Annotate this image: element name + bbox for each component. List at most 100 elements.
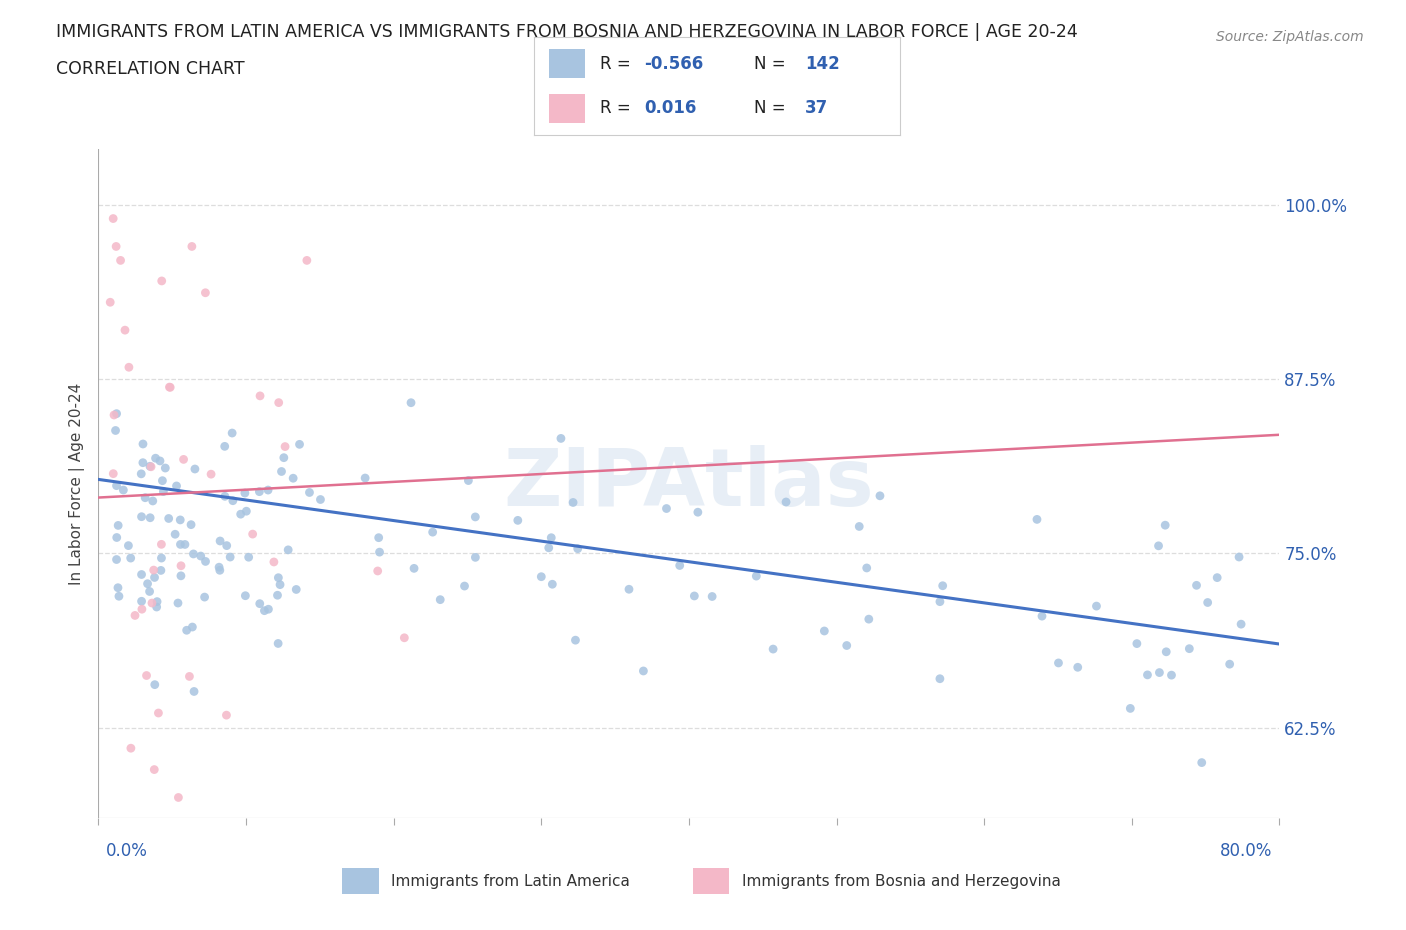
Point: [166, 479, 188, 494]
Point: [131, 567, 153, 582]
Point: [655, 501, 678, 516]
Point: [367, 564, 389, 578]
Point: [105, 530, 128, 545]
Point: [143, 677, 166, 692]
Point: [184, 461, 207, 476]
Point: [1067, 660, 1090, 675]
Point: [242, 526, 264, 541]
Point: [146, 594, 169, 609]
Point: [813, 623, 835, 638]
Text: CORRELATION CHART: CORRELATION CHART: [56, 60, 245, 78]
Point: [138, 584, 160, 599]
Point: [157, 512, 180, 526]
Point: [668, 558, 690, 573]
Point: [110, 253, 132, 268]
Point: [762, 642, 785, 657]
Point: [277, 542, 299, 557]
Point: [142, 494, 165, 509]
Point: [267, 636, 290, 651]
Point: [107, 580, 129, 595]
Point: [194, 286, 217, 300]
Point: [540, 530, 562, 545]
Point: [253, 604, 276, 618]
Point: [235, 589, 257, 604]
Point: [214, 439, 236, 454]
Point: [394, 631, 416, 645]
Point: [139, 458, 162, 473]
Point: [167, 790, 190, 805]
Point: [139, 459, 162, 474]
Point: [165, 526, 187, 541]
Point: [1191, 755, 1213, 770]
Point: [1160, 668, 1182, 683]
Point: [550, 431, 572, 445]
Point: [159, 379, 181, 394]
Point: [200, 467, 222, 482]
Point: [267, 395, 290, 410]
Point: [120, 741, 142, 756]
Point: [1136, 668, 1159, 683]
Point: [131, 602, 153, 617]
Point: [835, 638, 858, 653]
Point: [150, 551, 173, 565]
Text: IMMIGRANTS FROM LATIN AMERICA VS IMMIGRANTS FROM BOSNIA AND HERZEGOVINA IN LABOR: IMMIGRANTS FROM LATIN AMERICA VS IMMIGRA…: [56, 23, 1078, 41]
Point: [170, 568, 193, 583]
Point: [208, 560, 231, 575]
Point: [235, 504, 257, 519]
Point: [222, 493, 245, 508]
Point: [422, 525, 444, 539]
Point: [1149, 665, 1171, 680]
Point: [169, 537, 191, 551]
Point: [176, 623, 198, 638]
Point: [1219, 657, 1241, 671]
Point: [399, 395, 422, 410]
Point: [745, 568, 768, 583]
Point: [215, 708, 238, 723]
Point: [152, 485, 174, 499]
Point: [1031, 609, 1053, 624]
Point: [132, 456, 155, 471]
Point: [174, 537, 197, 551]
Point: [124, 608, 146, 623]
Point: [103, 466, 125, 481]
Point: [1230, 617, 1253, 631]
Point: [229, 507, 252, 522]
Point: [931, 578, 953, 593]
Point: [270, 464, 292, 479]
Point: [131, 594, 153, 609]
Text: N =: N =: [754, 100, 790, 117]
Point: [139, 511, 162, 525]
Point: [169, 512, 191, 527]
Text: 80.0%: 80.0%: [1220, 842, 1272, 859]
Text: R =: R =: [600, 55, 636, 73]
Point: [180, 239, 202, 254]
Point: [249, 389, 271, 404]
Point: [150, 537, 173, 551]
Point: [141, 595, 163, 610]
Point: [132, 436, 155, 451]
Point: [1206, 570, 1229, 585]
Point: [858, 612, 880, 627]
Text: 0.0%: 0.0%: [105, 842, 148, 859]
Bar: [548, 94, 585, 123]
Point: [309, 492, 332, 507]
Point: [249, 596, 271, 611]
Point: [105, 552, 128, 567]
Point: [145, 600, 167, 615]
Point: [214, 489, 236, 504]
Point: [929, 594, 952, 609]
Point: [855, 561, 877, 576]
Point: [103, 211, 125, 226]
Point: [247, 485, 270, 499]
Point: [145, 451, 167, 466]
Point: [134, 490, 156, 505]
Point: [267, 570, 290, 585]
Point: [506, 513, 529, 528]
Point: [167, 595, 190, 610]
Point: [143, 570, 166, 585]
Point: [562, 495, 585, 510]
Point: [285, 582, 308, 597]
Point: [142, 563, 165, 578]
Point: [190, 549, 212, 564]
Point: [1154, 644, 1177, 659]
